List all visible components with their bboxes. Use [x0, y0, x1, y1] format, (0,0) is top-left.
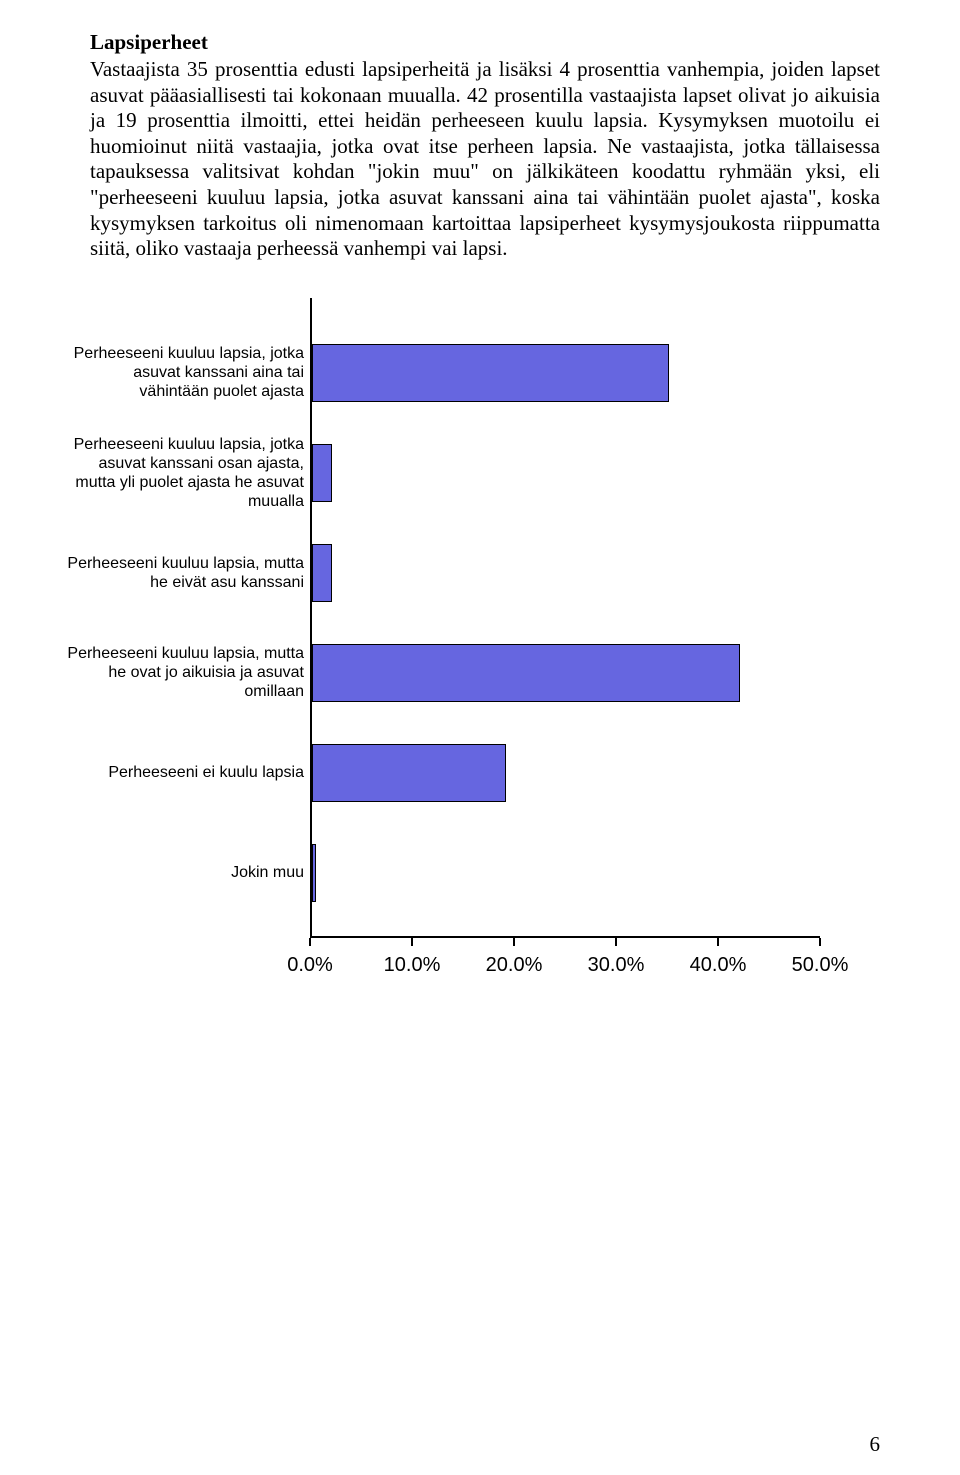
- x-axis-label: 0.0%: [287, 954, 333, 977]
- y-axis-label: Perheeseeni kuuluu lapsia, jotka asuvat …: [60, 423, 310, 523]
- x-tick: [411, 938, 413, 946]
- body-paragraph: Vastaajista 35 prosenttia edusti lapsipe…: [90, 57, 880, 262]
- x-axis-label: 40.0%: [690, 954, 747, 977]
- bar-chart: Perheeseeni kuuluu lapsia, jotka asuvat …: [60, 298, 860, 988]
- x-axis-label: 50.0%: [792, 954, 849, 977]
- page-number: 6: [870, 1432, 881, 1457]
- x-axis-label: 30.0%: [588, 954, 645, 977]
- y-axis-label: Perheeseeni kuuluu lapsia, jotka asuvat …: [60, 323, 310, 423]
- bar: [312, 344, 669, 402]
- x-tick: [717, 938, 719, 946]
- x-axis-label: 20.0%: [486, 954, 543, 977]
- document-page: Lapsiperheet Vastaajista 35 prosenttia e…: [0, 0, 960, 1475]
- chart-container: Perheeseeni kuuluu lapsia, jotka asuvat …: [60, 298, 860, 988]
- x-tick: [819, 938, 821, 946]
- x-tick: [309, 938, 311, 946]
- bar: [312, 544, 332, 602]
- y-axis-labels: Perheeseeni kuuluu lapsia, jotka asuvat …: [60, 298, 310, 988]
- bar: [312, 744, 506, 802]
- x-tick: [615, 938, 617, 946]
- y-axis-label: Perheeseeni kuuluu lapsia, mutta he eivä…: [60, 523, 310, 623]
- section-heading: Lapsiperheet: [90, 30, 880, 55]
- x-ticks: [310, 938, 820, 948]
- y-axis-label: Perheeseeni kuuluu lapsia, mutta he ovat…: [60, 623, 310, 723]
- x-axis-label: 10.0%: [384, 954, 441, 977]
- bar: [312, 444, 332, 502]
- x-axis-labels: 0.0%10.0%20.0%30.0%40.0%50.0%: [310, 948, 820, 988]
- x-tick: [513, 938, 515, 946]
- y-axis-label: Perheeseeni ei kuulu lapsia: [60, 723, 310, 823]
- y-axis-label: Jokin muu: [60, 823, 310, 923]
- plot-column: 0.0%10.0%20.0%30.0%40.0%50.0%: [310, 298, 820, 988]
- bar: [312, 844, 316, 902]
- plot-area: [310, 298, 820, 938]
- bar: [312, 644, 740, 702]
